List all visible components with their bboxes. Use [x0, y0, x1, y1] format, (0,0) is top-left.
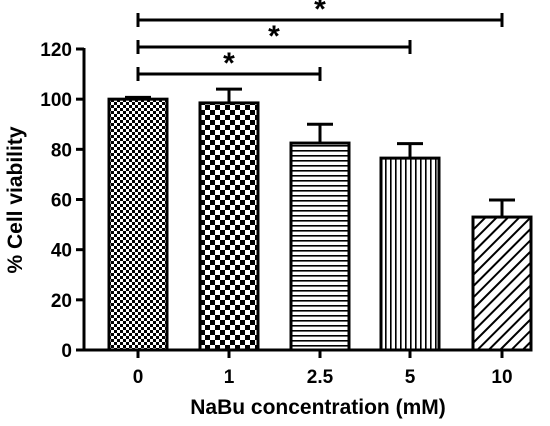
significance-star: *: [314, 0, 326, 26]
bar-group: [379, 142, 441, 352]
bar: [289, 141, 351, 352]
y-tick-label: 0: [61, 341, 72, 362]
y-axis-title: % Cell viability: [4, 126, 27, 273]
bar-group: [471, 198, 533, 352]
x-tick-label: 0: [133, 367, 144, 388]
bar-group: [107, 95, 169, 352]
y-tick-label: 60: [51, 191, 72, 212]
bar-group: [198, 87, 260, 352]
bars: [107, 87, 533, 352]
bar: [107, 97, 169, 352]
significance-star: *: [223, 47, 235, 80]
y-tick-label: 20: [51, 291, 72, 312]
bar: [379, 156, 441, 352]
x-axis-title: NaBu concentration (mM): [190, 396, 446, 419]
y-axis: 0 20 40 60 80 100 120: [40, 40, 86, 362]
y-tick-label: 120: [40, 40, 72, 61]
x-tick-label: 5: [405, 367, 416, 388]
bar: [198, 101, 260, 352]
x-tick-label: 1: [224, 367, 235, 388]
x-axis: 0 1 2.5 5 10: [84, 348, 532, 388]
significance-bracket: *: [136, 0, 504, 27]
y-tick-label: 40: [51, 241, 72, 262]
significance-brackets: * * *: [136, 0, 504, 81]
bar-group: [289, 122, 351, 352]
significance-bracket: *: [136, 47, 322, 81]
y-tick-label: 80: [51, 140, 72, 161]
bar: [471, 215, 533, 352]
y-tick-label: 100: [40, 90, 72, 111]
x-tick-label: 10: [491, 367, 512, 388]
significance-bracket: *: [136, 20, 412, 54]
x-tick-label: 2.5: [307, 367, 334, 388]
significance-star: *: [268, 20, 280, 53]
